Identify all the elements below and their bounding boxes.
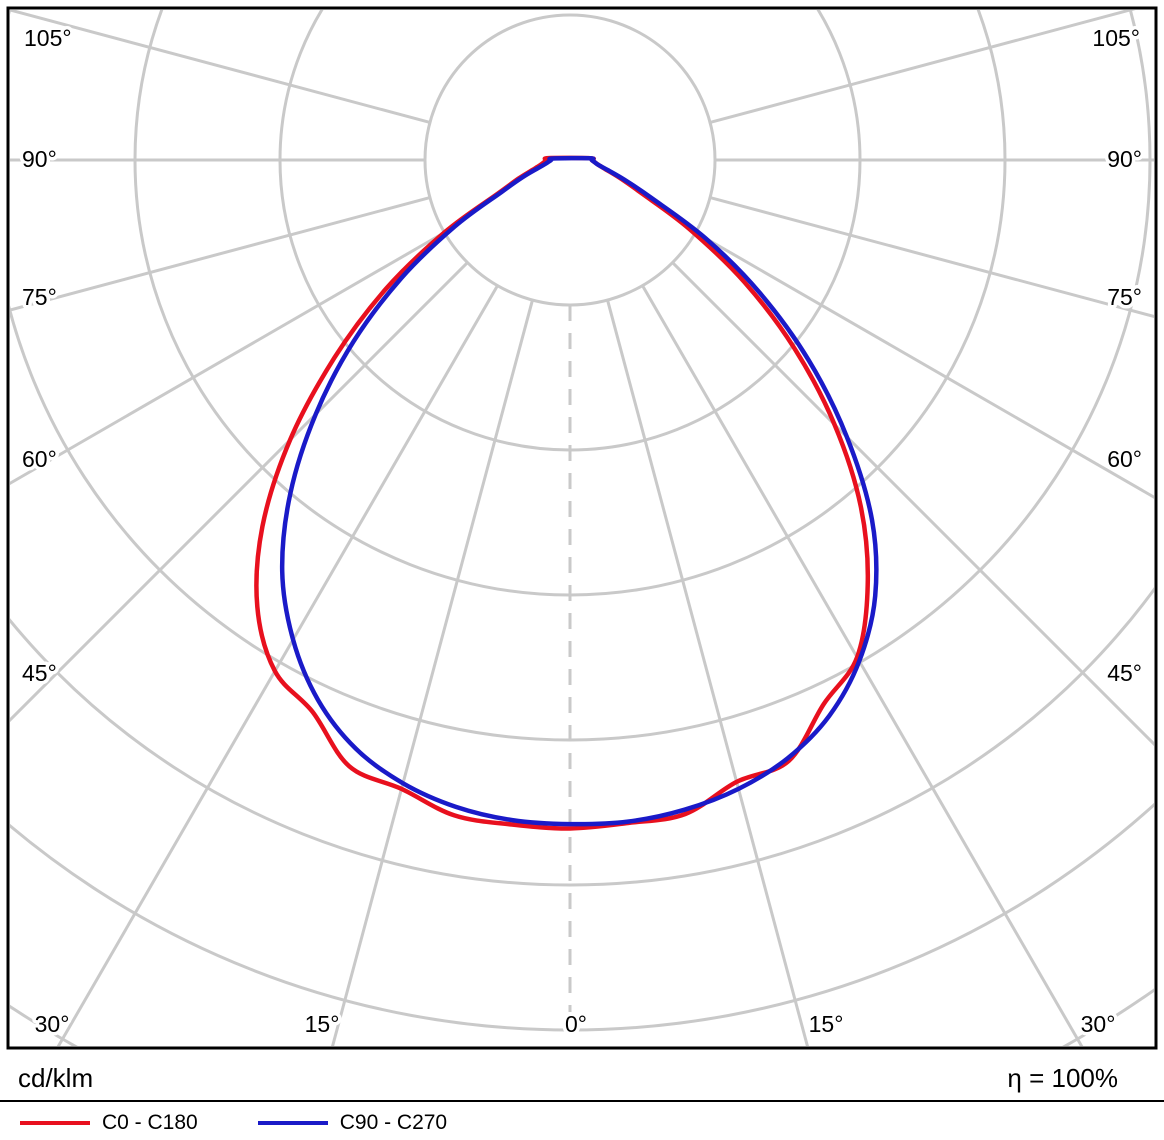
angle-label: 105°: [1092, 25, 1140, 51]
angle-label: 60°: [22, 446, 57, 472]
footer: cd/klm η = 100% C0 - C180 C90 - C270: [0, 1057, 1164, 1140]
angle-label: 60°: [1107, 446, 1142, 472]
efficiency-label: η = 100%: [1007, 1063, 1118, 1093]
legend-label-c90-c270: C90 - C270: [339, 1111, 448, 1134]
legend-swatch-c90-c270: [257, 1121, 328, 1125]
footer-top-row: cd/klm η = 100%: [0, 1057, 1164, 1100]
angle-label: 75°: [1107, 284, 1142, 310]
angle-label: 90°: [1107, 146, 1142, 172]
angle-label: 105°: [24, 25, 72, 51]
intensity-curve-c90-c270: [279, 155, 879, 827]
angle-label: 75°: [22, 284, 57, 310]
angle-label: 15°: [305, 1011, 340, 1037]
legend: C0 - C180 C90 - C270: [0, 1102, 1164, 1140]
angle-label: 45°: [1107, 660, 1142, 686]
separator-line: [0, 1100, 1164, 1102]
angle-label: 30°: [35, 1011, 70, 1037]
legend-label-c0-c180: C0 - C180: [102, 1111, 198, 1134]
angle-label: 90°: [22, 146, 57, 172]
units-label: cd/klm: [18, 1063, 94, 1093]
legend-swatch-c0-c180: [20, 1121, 90, 1125]
angle-label: 0°: [565, 1011, 587, 1037]
angle-label: 45°: [22, 660, 57, 686]
angle-label: 15°: [809, 1011, 844, 1037]
angle-label: 30°: [1081, 1011, 1116, 1037]
polar-chart: 105° 90° 75° 60° 45° 105° 90° 75° 60° 45° 30° 15° 0°…: [6, 6, 1158, 1050]
